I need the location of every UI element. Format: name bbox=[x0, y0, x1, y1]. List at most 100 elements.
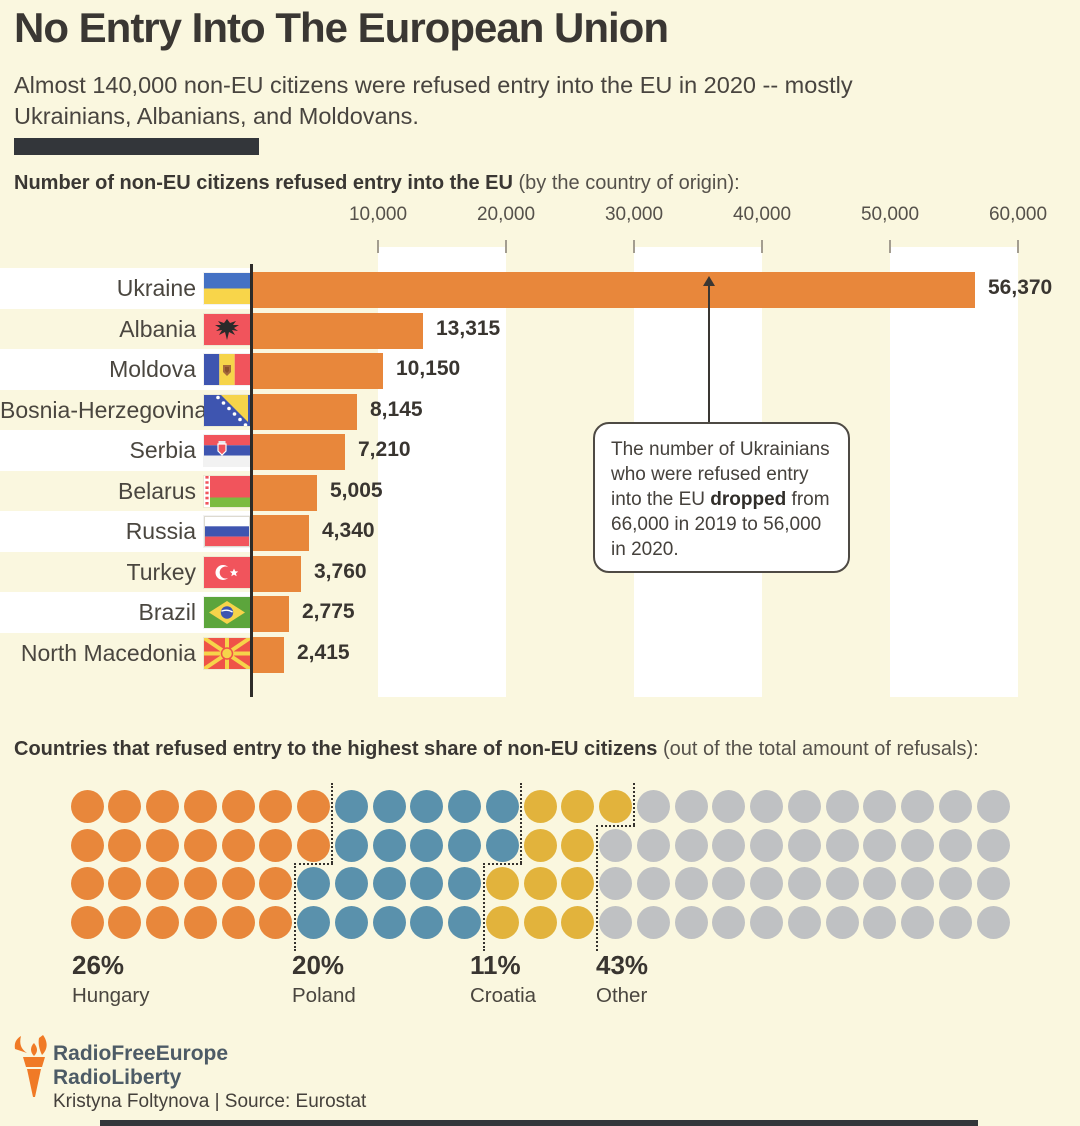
flag-brazil-icon bbox=[204, 597, 250, 628]
x-tick-label: 10,000 bbox=[348, 204, 408, 225]
waffle-dot bbox=[901, 790, 934, 823]
waffle-dot bbox=[108, 905, 142, 939]
waffle-dot bbox=[712, 790, 746, 823]
waffle-dot bbox=[523, 905, 557, 939]
waffle-dot bbox=[523, 867, 557, 900]
value-bar bbox=[253, 555, 301, 592]
waffle-dot bbox=[599, 905, 632, 939]
waffle-dot bbox=[712, 867, 746, 900]
x-tick-mark bbox=[889, 240, 891, 253]
country-label: Bosnia-Herzegovina bbox=[0, 396, 208, 423]
waffle-dot bbox=[108, 867, 142, 900]
waffle-dot bbox=[976, 828, 1010, 862]
x-tick-mark bbox=[505, 240, 507, 253]
waffle-dot bbox=[108, 790, 142, 823]
waffle-dot bbox=[70, 867, 104, 900]
value-bar bbox=[253, 596, 289, 632]
waffle-dot bbox=[599, 867, 632, 900]
waffle-dot bbox=[825, 828, 859, 862]
value-bar bbox=[253, 393, 357, 430]
group-separator bbox=[482, 863, 485, 951]
waffle-dot bbox=[825, 790, 859, 823]
waffle-dot bbox=[787, 867, 821, 900]
group-separator bbox=[520, 783, 522, 863]
rferl-torch-icon bbox=[12, 1035, 54, 1099]
logo-line2: RadioLiberty bbox=[53, 1066, 182, 1089]
bar-value-label: 2,415 bbox=[297, 640, 350, 664]
bar-value-label: 3,760 bbox=[314, 559, 367, 583]
waffle-dot bbox=[372, 905, 406, 939]
title-underline-bar bbox=[14, 138, 259, 155]
waffle-dot bbox=[599, 828, 632, 862]
waffle-dot bbox=[410, 828, 444, 862]
waffle-dot bbox=[334, 905, 368, 939]
waffle-dot bbox=[674, 790, 708, 823]
x-tick-label: 40,000 bbox=[732, 204, 792, 225]
barchart-heading-bold: Number of non-EU citizens refused entry … bbox=[14, 172, 513, 194]
waffle-dot bbox=[636, 905, 670, 939]
group-separator bbox=[595, 824, 598, 951]
waffle-dot bbox=[938, 828, 972, 862]
waffle-dot bbox=[485, 905, 519, 939]
waffle-dot bbox=[259, 867, 293, 900]
waffle-dot bbox=[976, 867, 1010, 900]
annotation-text-bold: dropped bbox=[710, 489, 787, 511]
bar-value-label: 7,210 bbox=[358, 438, 411, 461]
waffle-dot bbox=[372, 790, 406, 823]
waffle-dot bbox=[334, 867, 368, 900]
pct-value: 20% bbox=[292, 950, 345, 980]
flag-moldova-icon bbox=[204, 354, 250, 385]
country-label: Moldova bbox=[109, 356, 196, 382]
x-tick-mark bbox=[377, 240, 379, 253]
waffle-dot bbox=[636, 867, 670, 900]
waffle-dot bbox=[221, 867, 255, 900]
page-subtitle: Almost 140,000 non-EU citizens were refu… bbox=[14, 72, 853, 130]
group-separator bbox=[482, 863, 522, 865]
waffle-dot bbox=[146, 828, 179, 862]
x-tick-label: 30,000 bbox=[604, 204, 664, 225]
country-label: Brazil bbox=[138, 599, 196, 625]
country-label: Russia bbox=[125, 518, 196, 544]
barchart-heading: Number of non-EU citizens refused entry … bbox=[14, 172, 740, 195]
bar-value-label: 4,340 bbox=[322, 519, 375, 542]
waffle-dot bbox=[787, 905, 821, 939]
group-separator bbox=[633, 783, 635, 825]
country-label: Belarus bbox=[118, 477, 196, 504]
waffle-dot bbox=[901, 828, 934, 862]
flag-belarus-icon bbox=[204, 475, 250, 507]
logo-line1: RadioFreeEurope bbox=[53, 1042, 229, 1065]
waffle-dot bbox=[221, 905, 255, 939]
waffle-dot bbox=[183, 905, 217, 939]
waffle-dot bbox=[938, 905, 972, 939]
annotation-arrow-line bbox=[708, 284, 710, 422]
waffle-chart: 26% Hungary 20% Poland 11% Croatia 43% Other bbox=[0, 700, 1080, 1030]
group-separator bbox=[595, 824, 635, 827]
annotation-box: The number of Ukrainians who were refuse… bbox=[593, 422, 850, 573]
baseline-axis bbox=[250, 264, 253, 697]
pct-value: 26% bbox=[72, 950, 125, 980]
value-bar bbox=[253, 515, 309, 551]
flag-ukraine-icon bbox=[204, 273, 250, 304]
waffle-dot bbox=[448, 905, 481, 939]
waffle-dot bbox=[297, 828, 330, 862]
country-label: Albania bbox=[119, 315, 196, 342]
waffle-dot bbox=[674, 828, 708, 862]
waffle-dot bbox=[712, 828, 746, 862]
bar-value-label: 13,315 bbox=[436, 316, 501, 340]
waffle-dot bbox=[448, 867, 481, 900]
bar-value-label: 2,775 bbox=[302, 600, 355, 623]
pct-country: Hungary bbox=[72, 984, 150, 1007]
waffle-dot bbox=[523, 828, 557, 862]
waffle-dot bbox=[183, 790, 217, 823]
waffle-dot bbox=[221, 828, 255, 862]
country-label: Ukraine bbox=[116, 275, 196, 301]
waffle-dot bbox=[183, 867, 217, 900]
waffle-dot bbox=[448, 790, 481, 823]
group-separator bbox=[331, 783, 333, 863]
pct-value: 11% bbox=[470, 950, 521, 980]
waffle-dot bbox=[297, 790, 330, 823]
waffle-dot bbox=[372, 828, 406, 862]
waffle-dot bbox=[599, 790, 632, 823]
waffle-dot bbox=[372, 867, 406, 900]
